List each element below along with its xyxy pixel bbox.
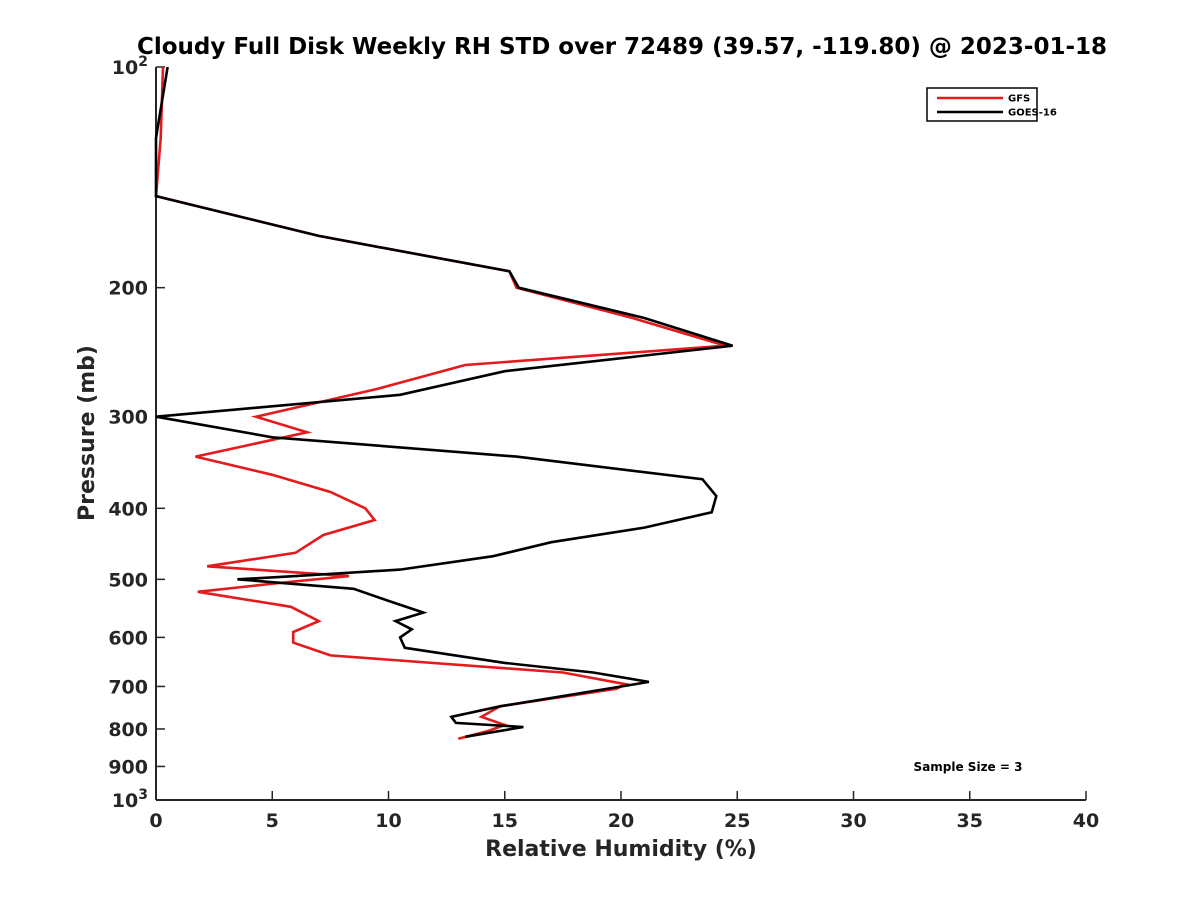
- series-layer: [154, 66, 733, 741]
- x-tick-label: 35: [957, 810, 983, 832]
- x-tick-label: 30: [840, 810, 866, 832]
- x-axis-label: Relative Humidity (%): [485, 837, 757, 862]
- y-tick-label: 400: [108, 498, 148, 520]
- y-tick-exponent: 3: [138, 787, 148, 803]
- chart-title: Cloudy Full Disk Weekly RH STD over 7248…: [137, 34, 1107, 60]
- x-tick-label: 5: [266, 810, 279, 832]
- series-line-goes-16: [154, 66, 733, 739]
- x-tick-label: 20: [608, 810, 634, 832]
- legend-box: [926, 87, 1038, 122]
- y-tick-label: 103: [112, 787, 148, 812]
- x-tick-label: 40: [1073, 810, 1099, 832]
- y-axis-label: Pressure (mb): [75, 345, 100, 521]
- x-tick-label: 0: [149, 810, 162, 832]
- x-tick-label: 10: [375, 810, 401, 832]
- legend-label-goes-16: GOES-16: [1008, 108, 1057, 119]
- x-tick-label: 15: [492, 810, 518, 832]
- y-tick-label: 700: [108, 676, 148, 698]
- y-tick-label: 200: [108, 278, 148, 300]
- y-tick-label: 102: [112, 54, 148, 79]
- sample-size-annotation: Sample Size = 3: [914, 760, 1023, 774]
- y-tick-label: 600: [108, 627, 148, 649]
- y-tick-label: 900: [108, 756, 148, 778]
- legend: GFS GOES-16: [926, 87, 1057, 122]
- y-tick-label: 300: [108, 407, 148, 429]
- x-axis-ticks: 0 5 10 15 20 25 30 35 40: [149, 791, 1099, 832]
- x-tick-label: 25: [724, 810, 750, 832]
- y-tick-base: 10: [112, 57, 138, 79]
- y-tick-exponent: 2: [138, 54, 148, 70]
- legend-label-gfs: GFS: [1008, 94, 1030, 105]
- y-tick-label: 800: [108, 719, 148, 741]
- y-tick-label: 500: [108, 569, 148, 591]
- y-tick-base: 10: [112, 790, 138, 812]
